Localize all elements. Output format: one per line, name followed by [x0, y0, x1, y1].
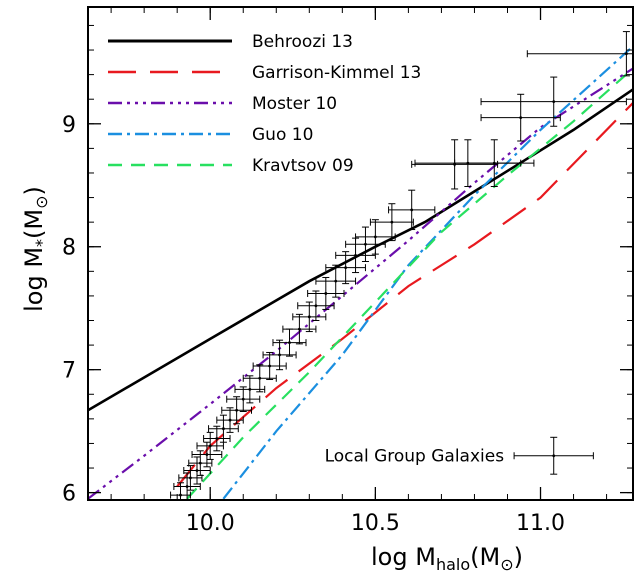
data-point-11: [226, 386, 261, 412]
data-point-15: [262, 339, 297, 371]
data-point: [198, 461, 202, 465]
data-point: [307, 315, 311, 319]
data-point-10: [221, 396, 252, 425]
data-point: [354, 253, 357, 257]
series-line-1: [176, 102, 633, 488]
data-point: [268, 364, 272, 368]
x-tick-label: 10.0: [186, 511, 235, 536]
data-point-1: [173, 472, 201, 500]
data-point-25: [355, 219, 396, 255]
series-line-2: [88, 67, 633, 500]
data-point-30: [454, 139, 535, 187]
data-point-27: [388, 189, 436, 231]
data-point-2: [178, 465, 203, 491]
data-point-16: [272, 328, 307, 357]
data-point: [552, 100, 556, 104]
data-point-32: [480, 76, 627, 127]
data-point: [334, 279, 338, 283]
data-point-26: [369, 203, 414, 242]
errorbar-layer: [170, 31, 633, 500]
data-point: [288, 341, 291, 345]
annotation-label: Local Group Galaxies: [325, 447, 505, 467]
data-point: [241, 397, 245, 401]
legend-label-0: Behroozi 13: [252, 32, 353, 52]
data-point: [519, 116, 523, 120]
annotation-errorbar: [513, 436, 594, 475]
y-tick-label: 8: [62, 236, 76, 261]
legend-label-1: Garrison-Kimmel 13: [252, 63, 421, 83]
data-point-22: [325, 251, 366, 285]
x-tick-label: 10.5: [351, 511, 400, 536]
legend-label-3: Guo 10: [252, 125, 313, 145]
data-point-14: [252, 351, 287, 381]
data-point: [228, 418, 232, 422]
data-point: [410, 208, 414, 212]
data-point: [297, 327, 301, 331]
data-point: [552, 454, 556, 458]
data-point-24: [345, 226, 386, 262]
y-tick-label: 7: [62, 359, 76, 384]
data-point-33: [526, 31, 633, 77]
data-point: [215, 437, 219, 440]
y-tick-label: 9: [62, 113, 76, 138]
data-point: [179, 493, 182, 497]
series-layer: [88, 45, 633, 500]
annotation-layer: Local Group Galaxies: [325, 436, 594, 475]
tick-layer: 10.0 10.5 11.0 6 7 8 9: [62, 7, 633, 536]
data-point-20: [307, 276, 345, 310]
y-tick-label: 6: [62, 482, 76, 507]
data-point: [188, 476, 192, 480]
x-tick-label: 11.0: [516, 511, 565, 536]
data-point-18: [292, 301, 327, 333]
data-point-13: [242, 364, 277, 393]
data-point: [492, 161, 496, 165]
data-point: [185, 485, 189, 488]
data-point: [208, 444, 212, 448]
data-point: [235, 408, 239, 412]
data-point-7: [203, 425, 231, 452]
data-point: [222, 427, 225, 431]
data-point-17: [282, 313, 317, 345]
data-point-9: [216, 407, 244, 433]
data-point: [364, 242, 367, 246]
series-line-3: [222, 45, 633, 500]
series-line-4: [186, 67, 633, 500]
data-point: [624, 52, 628, 56]
data-point: [344, 266, 348, 270]
data-point: [324, 292, 328, 295]
y-axis-title: log M*(M⊙): [20, 186, 51, 312]
data-point: [248, 387, 252, 391]
data-point: [278, 353, 281, 357]
plot-frame: [87, 6, 634, 501]
data-point-6: [196, 431, 224, 460]
data-point-21: [315, 264, 357, 298]
data-point: [314, 304, 318, 308]
data-point: [390, 220, 394, 224]
series-line-0: [88, 88, 633, 412]
x-axis-title: log Mhalo(M⊙): [371, 543, 523, 574]
data-point-19: [297, 290, 335, 322]
legend: Behroozi 13 Garrison-Kimmel 13 Moster 10 Gu…: [108, 32, 421, 176]
legend-label-2: Moster 10: [252, 94, 337, 114]
data-point: [195, 469, 199, 472]
legend-label-4: Kravtsov 09: [252, 156, 354, 176]
data-point: [205, 453, 209, 456]
data-point: [258, 376, 262, 380]
data-point: [373, 235, 377, 239]
data-point-3: [183, 456, 211, 485]
